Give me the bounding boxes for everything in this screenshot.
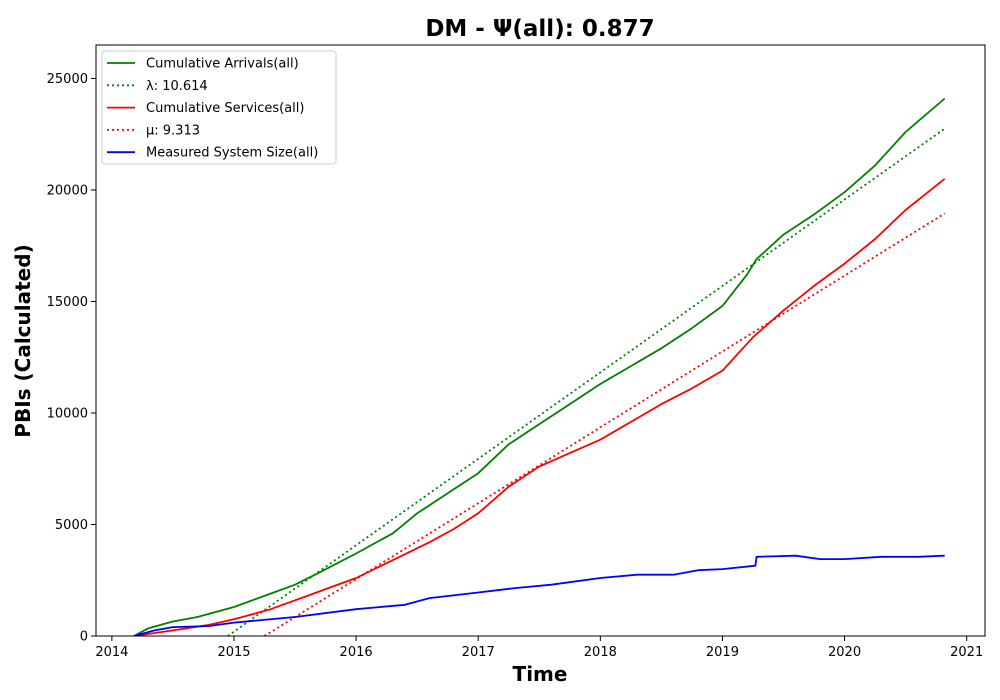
x-tick-label: 2015	[217, 645, 250, 660]
plot-frame	[95, 44, 986, 637]
legend-label: Measured System Size(all)	[146, 146, 318, 161]
x-tick-label: 2019	[706, 645, 739, 660]
y-axis-label: PBIs (Calculated)	[11, 244, 35, 437]
x-tick-label: 2018	[584, 645, 617, 660]
y-axis: 0 5000 10000 15000 20000 25000	[47, 72, 96, 645]
legend-label: Cumulative Services(all)	[146, 101, 304, 116]
x-tick-label: 2014	[95, 645, 128, 660]
legend-box	[101, 50, 337, 165]
y-tick-label: 5000	[55, 518, 88, 533]
mu-fit-line	[264, 212, 946, 636]
chart-title: DM - Ψ(all): 0.877	[425, 16, 654, 42]
legend-label: λ: 10.614	[146, 79, 208, 94]
arrivals-line	[133, 97, 946, 636]
y-tick-label: 15000	[47, 295, 88, 310]
x-tick-label: 2017	[462, 645, 495, 660]
x-tick-label: 2021	[950, 645, 983, 660]
y-tick-label: 20000	[47, 183, 88, 198]
services-line	[133, 178, 946, 636]
system-size-line	[133, 554, 945, 636]
x-axis-label: Time	[513, 662, 568, 686]
x-tick-label: 2016	[340, 645, 373, 660]
y-tick-label: 25000	[47, 72, 88, 87]
legend-label: μ: 9.313	[146, 123, 200, 138]
y-tick-label: 0	[80, 630, 88, 645]
y-tick-label: 10000	[47, 406, 88, 421]
x-tick-label: 2020	[828, 645, 861, 660]
series-layer	[133, 97, 946, 636]
legend-label: Cumulative Arrivals(all)	[146, 57, 299, 72]
x-axis: 2014 2015 2016 2017 2018 2019 2020 2021	[95, 636, 983, 660]
legend: Cumulative Arrivals(all) λ: 10.614 Cumulat…	[101, 50, 337, 165]
lambda-fit-line	[227, 127, 946, 636]
